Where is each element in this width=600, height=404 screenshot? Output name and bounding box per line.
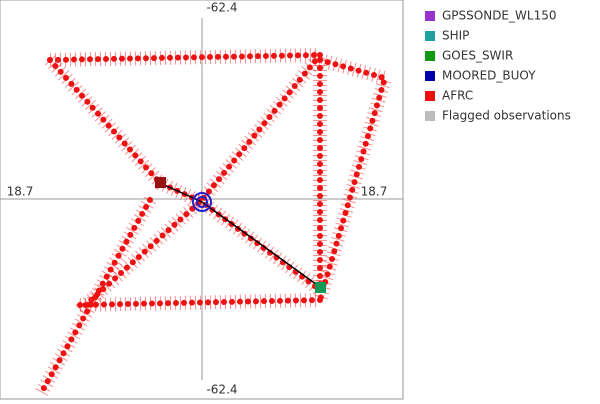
legend-swatch (425, 71, 435, 81)
legend-swatch (425, 31, 435, 41)
legend-label: Flagged observations (442, 109, 571, 123)
track-dots (317, 57, 389, 303)
right-label: 18.7 (361, 185, 388, 199)
flight-tracks (33, 48, 394, 399)
legend-label: AFRC (442, 89, 473, 103)
track-dots (37, 197, 153, 398)
ship-marker (315, 282, 326, 293)
legend-swatch (425, 51, 435, 61)
legend-label: GOES_SWIR (442, 49, 513, 63)
left-label: 18.7 (7, 185, 34, 199)
top-label: -62.4 (206, 1, 237, 15)
track-dots (77, 297, 323, 308)
buoy-ring (196, 196, 208, 208)
legend-label: GPSSONDE_WL150 (442, 9, 556, 23)
track-dots (47, 57, 323, 293)
legend-swatch (425, 111, 435, 121)
buoy-ring (192, 192, 212, 212)
track-dots (77, 52, 323, 313)
link-line (159, 182, 321, 288)
start-marker (155, 177, 166, 188)
legend-swatch (425, 91, 435, 101)
legend-swatch (425, 11, 435, 21)
bottom-label: -62.4 (206, 383, 237, 397)
legend-label: MOORED_BUOY (442, 69, 536, 83)
track-dots (47, 52, 323, 63)
legend: GPSSONDE_WL150 SHIP GOES_SWIR MOORED_BUOY AF… (425, 9, 571, 123)
legend-label: SHIP (442, 29, 469, 43)
